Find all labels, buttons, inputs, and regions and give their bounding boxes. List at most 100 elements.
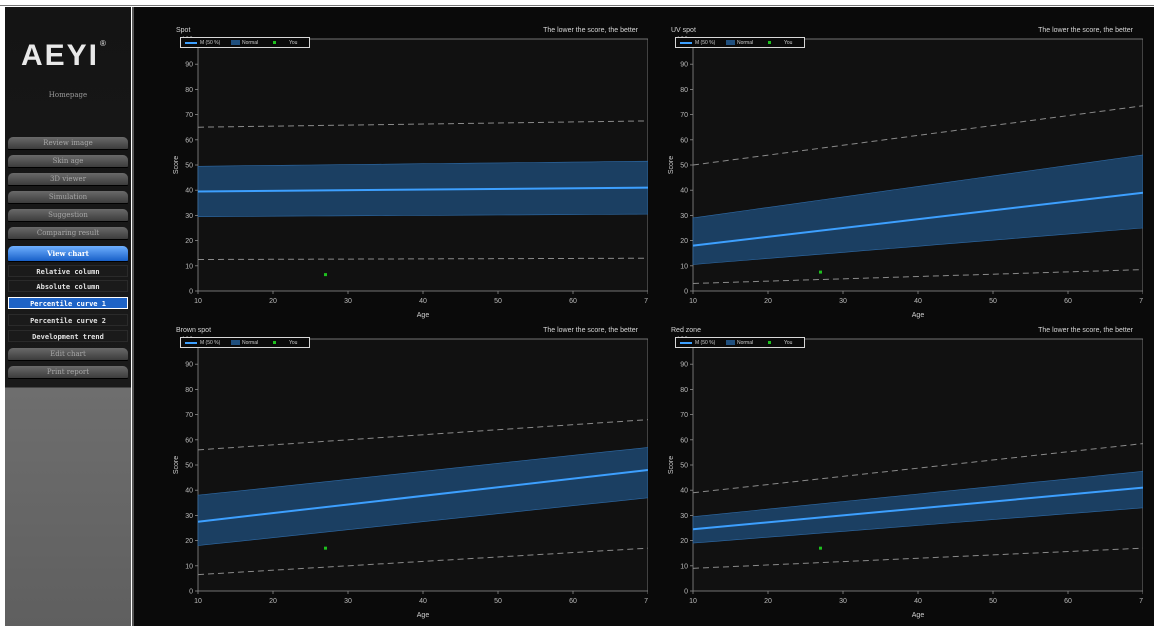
y-tick-label: 30 [185,513,193,520]
x-tick-label: 40 [419,598,427,605]
plot-frame [692,338,1143,592]
y-tick-label: 50 [680,463,688,470]
legend-median-swatch [185,42,197,44]
you-point [324,546,327,550]
nav-3d-viewer[interactable]: 3D viewer [8,173,128,185]
chart-svg: 010203040506070809010010203040506070AgeS… [668,37,1143,319]
x-tick-label: 10 [194,298,202,305]
legend-median-label: M (50 %) [200,40,221,46]
chart-panel-red-zone: Red zone The lower the score, the better… [649,327,1143,633]
y-tick-label: 50 [185,463,193,470]
y-axis-label: Score [668,456,675,474]
y-tick-label: 10 [680,263,688,270]
sub-relative-column[interactable]: Relative column [8,265,128,277]
chart-legend: M (50 %) Normal You [180,37,310,48]
legend-normal-swatch [726,340,735,345]
nav-view-chart[interactable]: View chart [8,246,128,261]
nav-simulation[interactable]: Simulation [8,191,128,203]
normal-band [692,470,1143,544]
y-tick-label: 90 [185,62,193,69]
legend-normal-swatch [231,340,240,345]
y-tick-label: 20 [185,538,193,545]
x-tick-label: 50 [989,598,997,605]
lower-dashed-curve [692,269,1143,284]
y-tick-label: 40 [185,188,193,195]
homepage-link[interactable]: Homepage [48,91,88,99]
you-point [324,273,327,277]
median-line [692,486,1143,531]
median-line [197,186,648,193]
nav-edit-chart[interactable]: Edit chart [8,348,128,360]
x-tick-label: 20 [764,598,772,605]
logo-text: AEYI [21,39,100,72]
x-tick-label: 60 [569,298,577,305]
upper-dashed-curve [692,443,1143,494]
y-axis-label: Score [173,156,180,174]
chart-title: Spot [176,27,191,34]
x-tick-label: 20 [764,298,772,305]
legend-you-label: You [784,340,793,346]
x-tick-label: 50 [989,298,997,305]
x-tick-label: 70 [1139,598,1143,605]
chart-title: UV spot [671,27,696,34]
sidebar: AEYI® Homepage Review image Skin age 3D … [5,7,131,626]
y-axis-label: Score [173,456,180,474]
x-tick-label: 40 [419,298,427,305]
legend-median-swatch [680,42,692,44]
y-tick-label: 80 [185,387,193,394]
y-tick-label: 60 [680,137,688,144]
median-line [197,469,648,523]
y-tick-label: 80 [680,87,688,94]
y-tick-label: 60 [680,437,688,444]
y-tick-label: 40 [680,488,688,495]
sub-percentile-curve-2[interactable]: Percentile curve 2 [8,314,128,326]
nav-suggestion[interactable]: Suggestion [8,209,128,221]
chart-title: Brown spot [176,327,212,334]
x-tick-label: 70 [1139,298,1143,305]
y-tick-label: 0 [189,289,193,296]
x-axis-label: Age [912,312,925,319]
x-tick-label: 30 [839,598,847,605]
sub-development-trend[interactable]: Development trend [8,330,128,342]
y-tick-label: 60 [185,437,193,444]
nav-print-report[interactable]: Print report [8,366,128,378]
x-tick-label: 50 [494,598,502,605]
x-tick-label: 30 [344,298,352,305]
brand-logo: AEYI® [21,39,108,73]
legend-median-label: M (50 %) [695,340,716,346]
chart-legend: M (50 %) Normal You [675,337,805,348]
nav-comparing-result[interactable]: Comparing result [8,227,128,239]
y-tick-label: 10 [680,563,688,570]
legend-you-swatch [273,341,276,344]
y-tick-label: 70 [680,112,688,119]
y-axis-label: Score [668,156,675,174]
x-tick-label: 70 [644,298,648,305]
y-tick-label: 30 [680,513,688,520]
chart-panel-brown-spot: Brown spot The lower the score, the bett… [154,327,648,633]
sub-absolute-column[interactable]: Absolute column [8,280,128,292]
y-tick-label: 70 [185,112,193,119]
chart-note: The lower the score, the better [543,27,638,34]
y-tick-label: 10 [185,563,193,570]
legend-median-label: M (50 %) [695,40,716,46]
x-tick-label: 10 [689,598,697,605]
y-tick-label: 10 [185,263,193,270]
nav-skin-age[interactable]: Skin age [8,155,128,167]
lower-dashed-curve [197,257,648,260]
x-tick-label: 40 [914,598,922,605]
chart-svg: 010203040506070809010010203040506070AgeS… [173,37,648,319]
x-tick-label: 20 [269,598,277,605]
legend-you-label: You [784,40,793,46]
legend-median-swatch [185,342,197,344]
y-tick-label: 90 [680,362,688,369]
upper-dashed-curve [692,105,1143,166]
top-border [0,5,1154,6]
normal-band [692,154,1143,265]
chart-panel-uv-spot: UV spot The lower the score, the better … [649,27,1143,333]
y-tick-label: 70 [185,412,193,419]
y-tick-label: 50 [680,163,688,170]
sub-percentile-curve-1[interactable]: Percentile curve 1 [8,297,128,309]
nav-review-image[interactable]: Review image [8,137,128,149]
y-tick-label: 30 [680,213,688,220]
x-axis-label: Age [417,312,430,319]
